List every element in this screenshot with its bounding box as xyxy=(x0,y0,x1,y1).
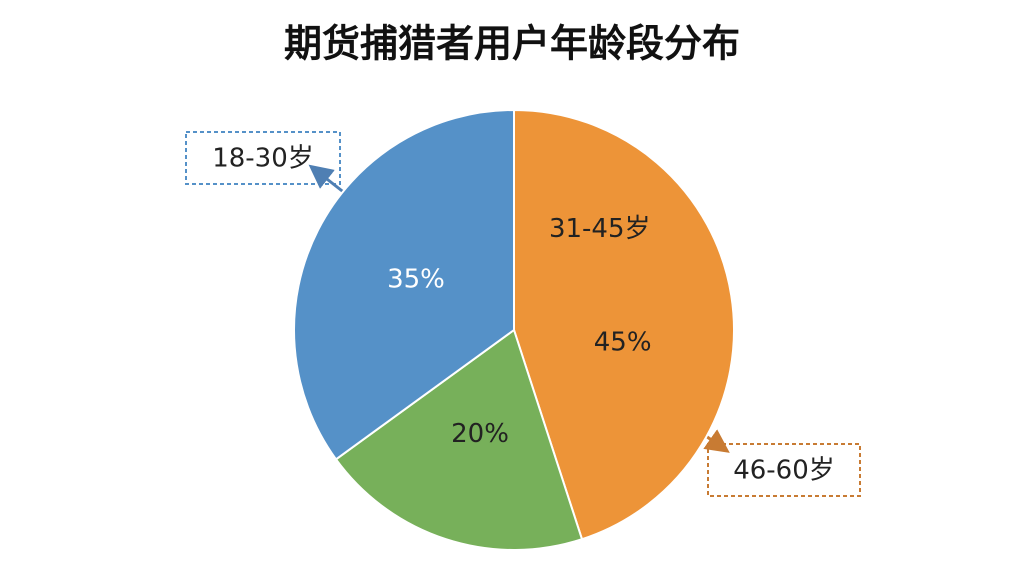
value-label: 20% xyxy=(451,419,509,449)
callout-box xyxy=(707,443,861,497)
chart-title: 期货捕猎者用户年龄段分布 xyxy=(284,22,740,66)
pie-slice xyxy=(334,328,584,551)
value-label: 35% xyxy=(387,265,445,295)
pie-slice xyxy=(293,108,515,461)
category-label: 31-45岁 xyxy=(549,214,651,244)
callout-box xyxy=(185,131,341,185)
value-label: 45% xyxy=(594,327,652,357)
callout-arrow xyxy=(308,164,347,196)
pie-slice xyxy=(513,108,735,541)
category-label: 18-30岁 xyxy=(212,144,314,174)
annotation: 46-60岁 xyxy=(733,456,835,486)
